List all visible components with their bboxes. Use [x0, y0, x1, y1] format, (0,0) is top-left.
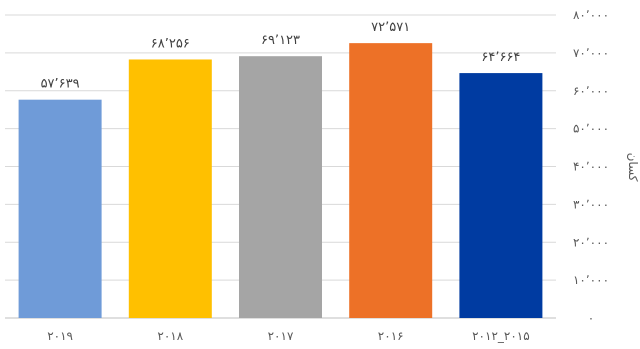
y-tick-label: ۲۰٬۰۰۰ [573, 235, 609, 249]
bar [239, 56, 322, 319]
bars [18, 43, 543, 319]
bar-value-label: ۶۹٬۱۲۳ [261, 33, 300, 48]
bar [349, 43, 433, 319]
bar [128, 59, 212, 318]
y-axis-title: کسان [626, 153, 640, 182]
y-tick-label: ۷۰٬۰۰۰ [573, 46, 609, 60]
y-axis-ticks: ۰ ۱۰٬۰۰۰ ۲۰٬۰۰۰ ۳۰٬۰۰۰ ۴۰٬۰۰۰ ۵۰٬۰۰۰ ۶۰٬۰۰۰ ۷۰٬… [573, 8, 609, 325]
y-tick-label: ۸۰٬۰۰۰ [573, 8, 609, 22]
bar-value-label: ۷۲٬۵۷۱ [371, 20, 410, 35]
bar-value-label: ۵۷٬۶۳۹ [41, 77, 80, 92]
y-tick-label: ۱۰٬۰۰۰ [573, 273, 609, 287]
y-tick-label: ۴۰٬۰۰۰ [573, 160, 609, 174]
bar-value-label: ۶۸٬۲۵۶ [151, 36, 190, 51]
x-axis-ticks: ۲۰۱۹ ۲۰۱۸ ۲۰۱۷ ۲۰۱۶ ۲۰۱۲_۲۰۱۵ [47, 329, 529, 343]
x-tick-label: ۲۰۱۲_۲۰۱۵ [472, 329, 530, 343]
y-tick-label: ۳۰٬۰۰۰ [573, 197, 609, 211]
x-tick-label: ۲۰۱۹ [47, 329, 73, 343]
y-tick-label: ۰ [588, 311, 594, 325]
y-tick-label: ۵۰٬۰۰۰ [573, 122, 609, 136]
bar [459, 73, 543, 318]
x-tick-label: ۲۰۱۸ [157, 329, 183, 343]
bar-value-label: ۶۴٬۶۶۴ [481, 50, 520, 65]
x-tick-label: ۲۰۱۷ [268, 329, 294, 343]
x-tick-label: ۲۰۱۶ [378, 329, 404, 343]
y-tick-label: ۶۰٬۰۰۰ [573, 84, 609, 98]
bar [18, 99, 102, 318]
data-labels: ۵۷٬۶۳۹ ۶۸٬۲۵۶ ۶۹٬۱۲۳ ۷۲٬۵۷۱ ۶۴٬۶۶۴ [41, 20, 521, 92]
